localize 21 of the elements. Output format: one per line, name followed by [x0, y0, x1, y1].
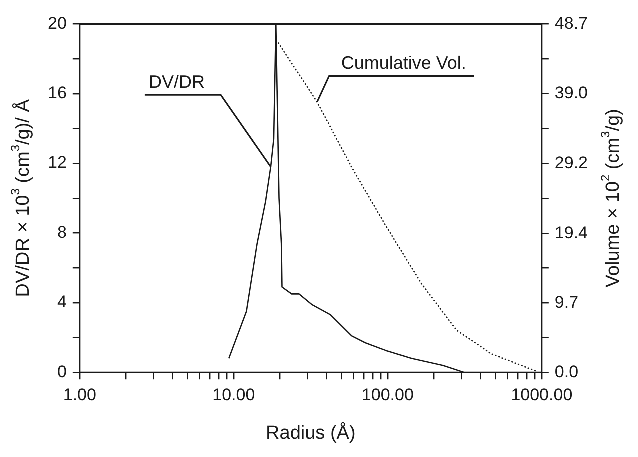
y-tick-label: 16 [48, 84, 67, 103]
y2-tick-label: 0.0 [554, 362, 579, 382]
y2-tick-label: 19.4 [554, 224, 588, 242]
y-tick-label: 12 [48, 153, 67, 172]
y2-tick-label: 39.0 [554, 83, 588, 102]
x-tick-label: 10.00 [212, 385, 256, 404]
x-tick-label: 1.00 [63, 385, 96, 404]
text: Cumulative Vol. [341, 53, 466, 74]
y-axis-title: DV/DR × 103 (cm3/g)/ Å [8, 99, 34, 298]
x-tick-label: 100.00 [362, 385, 414, 404]
y2-axis-title: Volume × 102 (cm3/g) [598, 109, 624, 288]
x-axis-title: Radius (Å) [266, 422, 356, 444]
y2-tick-label: 9.7 [554, 292, 579, 312]
y2-tick-label: 48.7 [554, 14, 588, 33]
x-tick-label: 1000.00 [511, 385, 573, 404]
y-tick-label: 20 [48, 14, 67, 33]
y-tick-label: 8 [57, 222, 67, 242]
y-tick-label: 0 [57, 362, 67, 382]
y-tick-label: 4 [57, 292, 67, 312]
y2-tick-label: 29.2 [554, 153, 588, 172]
text: DV/DR [148, 72, 205, 92]
